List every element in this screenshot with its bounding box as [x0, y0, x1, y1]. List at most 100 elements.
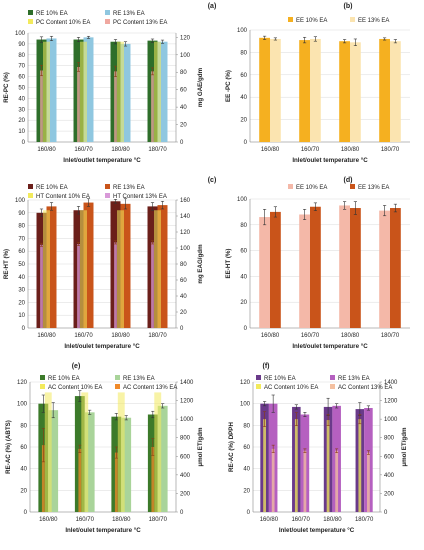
legend-entry: RE 10% EA	[36, 185, 68, 191]
legend-entry: RE 10% EA	[36, 11, 68, 17]
legend-swatch	[330, 384, 335, 389]
content-bar	[114, 71, 117, 142]
content-bar	[326, 420, 330, 512]
content-bar	[114, 242, 117, 328]
legend-swatch	[105, 193, 110, 198]
y2-tick-label: 40	[180, 105, 187, 111]
bar-ee-13-ea	[270, 211, 281, 328]
panel-a: (a) 0 10 20 30 40 50 60 70 80 90 100 160/80 160/70 180…	[3, 3, 216, 164]
legend-swatch	[288, 17, 293, 22]
x-tick-label: 180/70	[148, 333, 167, 339]
y-tick-label: 70	[18, 236, 25, 242]
x-axis-label: Inlet/oulet temperature °C	[279, 527, 355, 534]
bar-re-13-ea	[120, 203, 131, 328]
y2-tick-label: 1000	[180, 417, 194, 423]
y-tick-label: 0	[24, 510, 28, 516]
y2-tick-label: 1200	[384, 399, 398, 405]
y-tick-label: 10	[18, 313, 25, 319]
chart-title: (d)	[344, 177, 353, 184]
content-bar	[303, 450, 307, 512]
y-tick-label: 20	[18, 118, 25, 124]
y-tick-label: 40	[240, 95, 247, 101]
y-tick-label: 60	[18, 249, 25, 255]
y-tick-label: 20	[20, 488, 27, 494]
bar-re-13-ea	[157, 41, 168, 142]
content-bar	[151, 71, 154, 142]
y-tick-label: 60	[18, 75, 25, 81]
bar-re-13-ea	[46, 38, 57, 143]
y2-axis-label: mg GAE/gdm	[197, 67, 204, 107]
y2-tick-label: 20	[180, 123, 187, 129]
x-axis-label: Inlet/oulet temperature °C	[292, 157, 368, 164]
content-bar	[151, 447, 155, 512]
legend-entry: RE 13% EA	[113, 11, 145, 17]
bar-ee-10-ea	[259, 37, 270, 143]
chart-title: (c)	[208, 177, 217, 184]
chart-title: (b)	[344, 3, 353, 10]
legend-swatch	[28, 193, 33, 198]
bar-re-13-ea	[83, 37, 94, 142]
y2-tick-label: 0	[180, 510, 184, 516]
legend-swatch	[330, 375, 335, 380]
x-tick-label: 180/80	[111, 333, 130, 339]
y-tick-label: 60	[240, 249, 247, 255]
y-tick-label: 30	[18, 107, 25, 113]
legend-entry: AC Content 10% EA	[48, 385, 102, 391]
x-tick-label: 160/80	[261, 147, 280, 153]
legend-entry: AC Content 13% EA	[338, 385, 392, 391]
x-tick-label: 160/80	[37, 333, 56, 339]
y-axis-label: EE-HT (%)	[225, 249, 232, 279]
x-tick-label: 180/80	[111, 147, 130, 153]
legend-entry: PC Content 10% EA	[36, 20, 90, 26]
legend-swatch	[350, 184, 355, 189]
chart-title: (f)	[263, 363, 270, 370]
y-tick-label: 20	[18, 300, 25, 306]
x-tick-label: 180/80	[341, 333, 360, 339]
y-tick-label: 70	[18, 64, 25, 70]
bar-re-13-ea	[121, 417, 132, 512]
legend-entry: EE 13% EA	[358, 18, 389, 24]
bar-ee-13-ea	[390, 208, 401, 328]
legend-entry: HT Content 10% EA	[36, 194, 90, 200]
y2-tick-label: 100	[180, 53, 191, 59]
y2-tick-label: 0	[180, 140, 184, 146]
y-tick-label: 120	[17, 380, 28, 386]
legend-entry: HT Content 13% EA	[113, 194, 167, 200]
y2-tick-label: 80	[180, 262, 187, 268]
bar-ee-13-ea	[350, 42, 361, 142]
y-tick-label: 60	[243, 445, 250, 451]
bar-re-13-ea	[120, 43, 131, 142]
y-tick-label: 40	[18, 275, 25, 281]
x-tick-label: 160/80	[261, 333, 280, 339]
y-tick-label: 40	[243, 467, 250, 473]
bar-ee-13-ea	[390, 41, 401, 143]
y-tick-label: 0	[247, 510, 251, 516]
y2-tick-label: 140	[180, 214, 191, 220]
bar-ee-13-ea	[310, 206, 321, 328]
y-tick-label: 40	[20, 467, 27, 473]
y-tick-label: 80	[18, 224, 25, 230]
y2-tick-label: 20	[180, 310, 187, 316]
bar-ee-13-ea	[310, 38, 321, 142]
x-tick-label: 180/70	[381, 147, 400, 153]
content-strip	[154, 41, 161, 142]
y2-tick-label: 200	[180, 491, 191, 497]
x-tick-label: 160/70	[291, 517, 310, 523]
y-tick-label: 0	[244, 326, 248, 332]
y2-axis-label: mg EAG/gdm	[197, 244, 204, 284]
y-axis-label: RE-PC (%)	[3, 72, 10, 103]
content-bar	[294, 419, 298, 512]
legend-entry: RE 13% EA	[123, 376, 155, 382]
content-strip	[80, 210, 87, 328]
y-axis-label: EE -PC (%)	[225, 70, 232, 102]
y2-tick-label: 160	[180, 198, 191, 204]
content-strip	[117, 392, 125, 512]
bar-re-13-ea	[48, 410, 59, 512]
y-tick-label: 0	[22, 326, 26, 332]
bar-ee-10-ea	[299, 214, 310, 328]
y-tick-label: 100	[15, 31, 26, 37]
x-tick-label: 180/80	[341, 147, 360, 153]
legend-entry: EE 10% EA	[296, 185, 327, 191]
legend-swatch	[115, 375, 120, 380]
